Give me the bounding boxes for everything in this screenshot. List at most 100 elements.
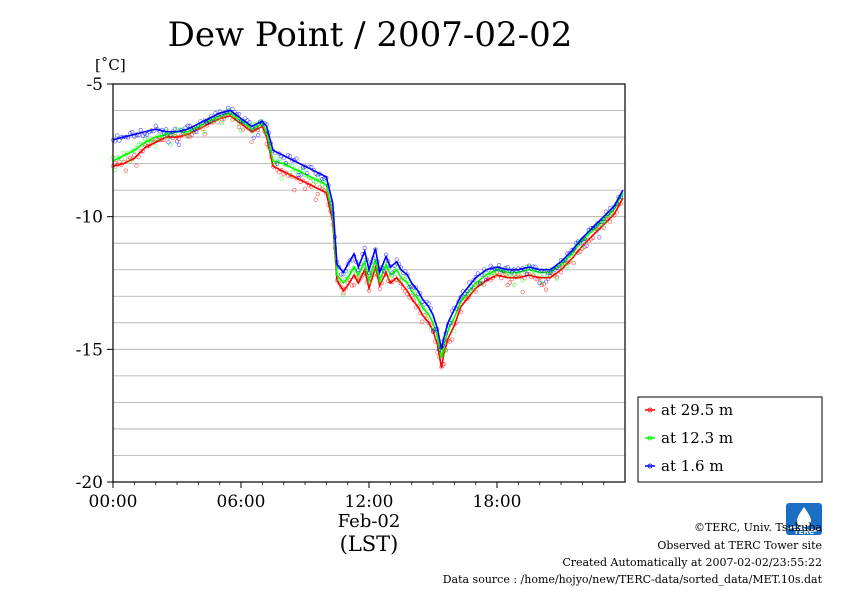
data-point: [571, 261, 576, 266]
data-point: [539, 280, 544, 286]
copyright-text: ©TERC, Univ. Tsukuba: [694, 521, 822, 534]
data-point: [189, 127, 194, 132]
data-point: [226, 105, 231, 110]
data-point: [219, 120, 224, 126]
data-point: [192, 126, 197, 131]
series-layer: [110, 105, 624, 370]
data-point: [130, 130, 135, 135]
data-point: [509, 273, 515, 278]
x-tick-label: 06:00: [217, 492, 266, 512]
legend-marker: [647, 463, 653, 469]
y-axis-unit: [˚C]: [95, 56, 126, 74]
data-point: [138, 128, 143, 133]
data-point: [349, 268, 355, 274]
data-point: [206, 119, 212, 124]
data-point: [565, 261, 570, 266]
data-point: [567, 251, 572, 256]
data-point: [315, 175, 320, 180]
data-point: [273, 162, 278, 167]
data-point: [401, 274, 406, 279]
data-point: [145, 132, 150, 137]
data-point: [488, 263, 493, 268]
data-point: [243, 116, 248, 121]
data-point: [396, 278, 402, 283]
data-point: [302, 186, 308, 191]
data-point: [567, 257, 572, 262]
y-tick-label: -5: [86, 75, 103, 95]
data-point: [275, 161, 280, 166]
data-point: [134, 163, 139, 168]
data-point: [112, 167, 118, 173]
data-point: [279, 176, 284, 181]
legend-marker: [647, 435, 653, 441]
data-point: [313, 197, 318, 202]
data-point: [157, 136, 162, 141]
data-point: [452, 329, 457, 334]
data-point: [448, 339, 453, 344]
data-point: [153, 123, 158, 128]
data-point: [241, 127, 246, 132]
data-point: [520, 278, 525, 283]
data-point: [230, 106, 235, 111]
data-point: [117, 159, 122, 164]
data-source-text: Data source : /home/hojyo/new/TERC-data/…: [443, 573, 823, 586]
x-tick-label: 12:00: [345, 492, 394, 512]
data-point: [185, 132, 190, 137]
data-point: [586, 228, 591, 234]
data-point: [416, 297, 421, 302]
data-point: [595, 221, 600, 226]
series-2: [110, 105, 624, 352]
data-point: [554, 276, 559, 281]
data-point: [465, 291, 470, 296]
legend-label: at 29.5 m: [661, 401, 733, 419]
data-point: [238, 128, 244, 133]
data-point: [582, 244, 587, 250]
data-point: [597, 235, 602, 240]
data-point: [520, 289, 525, 295]
data-point: [413, 294, 419, 299]
data-point: [543, 287, 549, 292]
x-axis-label: (LST): [340, 532, 399, 556]
series-1: [110, 108, 624, 359]
legend-marker: [647, 407, 653, 413]
data-point: [603, 209, 608, 214]
data-point: [516, 273, 521, 278]
data-point: [507, 280, 512, 285]
water-drop-icon: [797, 507, 811, 527]
data-point: [352, 282, 357, 288]
data-point: [388, 276, 393, 281]
created-text: Created Automatically at 2007-02-02/23:5…: [562, 556, 822, 569]
data-point: [537, 280, 542, 286]
data-point: [292, 188, 297, 193]
data-point: [541, 282, 547, 287]
data-point: [288, 170, 293, 175]
data-point: [296, 173, 301, 178]
y-tick-label: -20: [76, 473, 103, 493]
data-point: [554, 265, 559, 271]
data-point: [599, 220, 604, 225]
data-point: [232, 117, 237, 122]
data-point: [142, 137, 148, 142]
y-tick-label: -15: [76, 340, 103, 360]
legend-box: [637, 396, 823, 483]
data-point: [300, 168, 306, 173]
data-point: [322, 178, 327, 183]
data-point: [537, 273, 542, 278]
data-point: [505, 283, 510, 288]
series-line: [112, 114, 624, 369]
wave-icon: [787, 526, 821, 532]
legend: at 29.5 m at 12.3 m at 1.6 m: [637, 396, 823, 483]
data-point: [256, 133, 261, 138]
data-point: [554, 275, 559, 280]
data-point: [204, 120, 209, 125]
data-point: [539, 268, 544, 273]
data-point: [565, 264, 570, 269]
data-point: [345, 262, 350, 267]
y-tick-labels: -5 -10 -15 -20: [76, 75, 113, 493]
x-tick-label: 00:00: [89, 492, 138, 512]
logo-text: TERC: [794, 528, 814, 536]
data-point: [443, 348, 448, 353]
data-point: [185, 123, 190, 128]
data-point: [128, 159, 133, 164]
y-tick-label: -10: [76, 208, 103, 228]
